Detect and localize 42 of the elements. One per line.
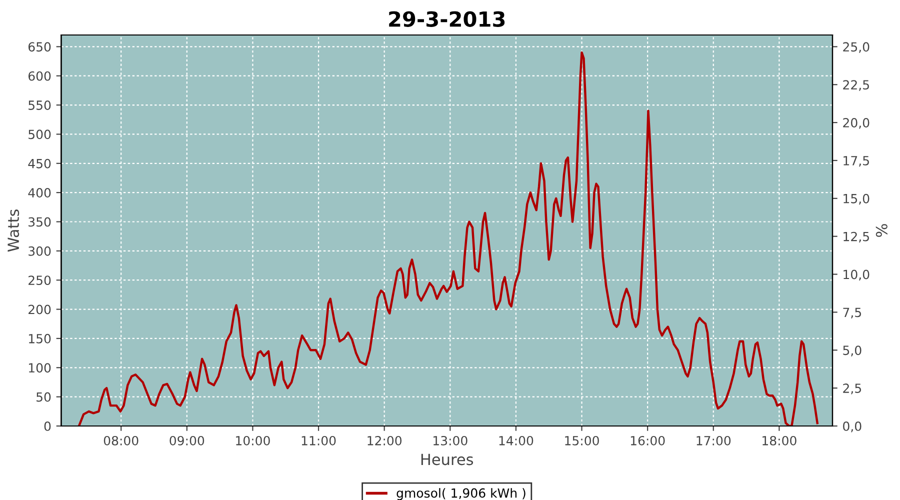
y2-tick-label: 25,0 bbox=[843, 42, 870, 53]
x-tick-label: 13:00 bbox=[434, 436, 468, 446]
y-tick-label: 100 bbox=[28, 363, 51, 373]
x-tick-label: 09:00 bbox=[170, 436, 204, 446]
y2-tick-label: 5,0 bbox=[843, 346, 862, 356]
y-tick-label: 250 bbox=[28, 276, 51, 286]
y2-tick-label: 17,5 bbox=[844, 156, 869, 167]
y2-tick-label: 15,0 bbox=[844, 194, 870, 205]
y-tick-label: 50 bbox=[36, 392, 51, 402]
x-axis-title: Heures bbox=[421, 454, 474, 466]
y-tick-label: 400 bbox=[28, 188, 51, 198]
line-series bbox=[78, 51, 818, 426]
y-tick-label: 600 bbox=[28, 71, 51, 81]
y-tick-label: 200 bbox=[28, 304, 51, 314]
y2-tick-label: 12,5 bbox=[844, 232, 869, 243]
y2-tick-label: 20,0 bbox=[843, 118, 870, 129]
y2-tick-label: 22,5 bbox=[843, 80, 869, 91]
x-tick-label: 14:00 bbox=[499, 436, 534, 446]
y-tick-label: 500 bbox=[28, 130, 51, 140]
x-tick-label: 11:00 bbox=[302, 436, 336, 446]
y-tick-label: 450 bbox=[28, 158, 51, 168]
y2-tick-label: 7,5 bbox=[843, 308, 862, 318]
y2-tick-label: 2,5 bbox=[843, 384, 862, 394]
x-tick-label: 18:00 bbox=[762, 436, 796, 446]
chart-title: 29-3-2013 bbox=[389, 11, 505, 27]
x-tick-label: 17:00 bbox=[696, 436, 731, 446]
x-tick-label: 16:00 bbox=[630, 436, 665, 446]
x-tick-label: 10:00 bbox=[236, 436, 270, 446]
y2-tick-label: 0,0 bbox=[843, 421, 862, 432]
x-tick-label: 08:00 bbox=[104, 436, 138, 446]
y-tick-label: 550 bbox=[28, 100, 51, 110]
legend-label: gmosol( 1,906 kWh ) bbox=[396, 488, 526, 500]
y-tick-label: 0 bbox=[44, 421, 51, 431]
y2-tick-label: 10,0 bbox=[844, 270, 870, 280]
y2-axis-title: % bbox=[876, 224, 888, 237]
y-axis-title: Watts bbox=[8, 210, 20, 252]
y-tick-label: 650 bbox=[28, 42, 51, 52]
x-tick-label: 12:00 bbox=[368, 436, 402, 446]
y-tick-label: 350 bbox=[28, 217, 51, 227]
x-tick-label: 15:00 bbox=[565, 436, 599, 446]
y-tick-label: 300 bbox=[28, 246, 51, 256]
y-tick-label: 150 bbox=[28, 334, 51, 344]
